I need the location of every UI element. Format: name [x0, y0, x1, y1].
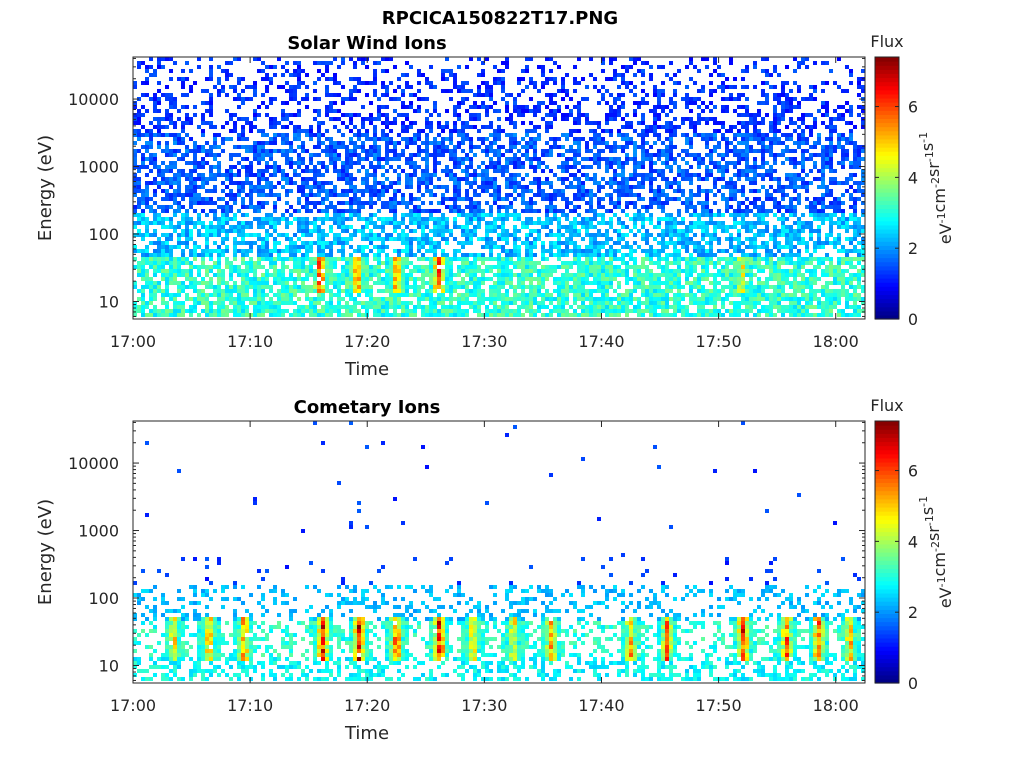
x-tick-label: 17:20 [344, 332, 390, 351]
heatmap-cells [133, 57, 865, 317]
x-tick-label: 17:00 [110, 696, 156, 715]
y-tick-label: 10 [99, 292, 119, 311]
x-tick-label: 17:40 [578, 332, 624, 351]
x-tick-label: 17:50 [696, 696, 742, 715]
x-tick-label: 17:10 [227, 332, 273, 351]
colorbar-tick-label: 2 [908, 239, 918, 258]
x-axis-label: Time [344, 723, 389, 744]
colorbar-unit-label: eV-1cm-2sr-1s-1 [917, 496, 955, 608]
panel-title: Solar Wind Ions [287, 33, 446, 54]
x-tick-label: 18:00 [813, 332, 859, 351]
colorbar-tick-label: 0 [908, 674, 918, 693]
colorbar-tick-label: 6 [908, 98, 918, 117]
y-tick-label: 100 [88, 589, 119, 608]
y-tick-label: 10000 [68, 90, 119, 109]
colorbar-title: Flux [870, 396, 903, 415]
colorbar-tick-label: 2 [908, 603, 918, 622]
x-tick-label: 17:30 [461, 696, 507, 715]
y-tick-label: 1000 [78, 522, 119, 541]
x-tick-label: 18:00 [813, 696, 859, 715]
colorbar-unit-label: eV-1cm-2sr-1s-1 [917, 132, 955, 244]
panel-solar-wind-ions: 17:00 17:10 17:20 17:30 17:40 17:50 18:00 10 100… [35, 32, 955, 380]
x-tick-label: 17:50 [696, 332, 742, 351]
colorbar-tick-label: 4 [908, 532, 918, 551]
colorbar-box [874, 420, 900, 684]
heatmap-cells [133, 421, 865, 681]
y-tick-label: 10 [99, 656, 119, 675]
y-axis-label: Energy (eV) [35, 499, 56, 605]
y-tick-label: 100 [88, 225, 119, 244]
figure-title: RPCICA150822T17.PNG [382, 8, 618, 29]
colorbar-box [874, 56, 900, 320]
x-axis-label: Time [344, 359, 389, 380]
y-tick-label: 1000 [78, 158, 119, 177]
colorbar: 0 2 4 6 Flux eV-1cm-2sr-1s-1 [870, 32, 955, 329]
y-tick-label: 10000 [68, 454, 119, 473]
colorbar-title: Flux [870, 32, 903, 51]
x-tick-label: 17:20 [344, 696, 390, 715]
colorbar: 0 2 4 6 Flux eV-1cm-2sr-1s-1 [870, 396, 955, 693]
colorbar-tick-label: 4 [908, 168, 918, 187]
x-tick-label: 17:00 [110, 332, 156, 351]
y-axis-label: Energy (eV) [35, 135, 56, 241]
axes-box [132, 56, 866, 320]
axes-box [132, 420, 866, 684]
colorbar-tick-label: 0 [908, 310, 918, 329]
panel-title: Cometary Ions [294, 397, 441, 418]
x-tick-label: 17:40 [578, 696, 624, 715]
x-tick-label: 17:30 [461, 332, 507, 351]
panel-cometary-ions: 17:00 17:10 17:20 17:30 17:40 17:50 18:00 10 100… [35, 396, 955, 744]
colorbar-tick-label: 6 [908, 462, 918, 481]
x-tick-label: 17:10 [227, 696, 273, 715]
